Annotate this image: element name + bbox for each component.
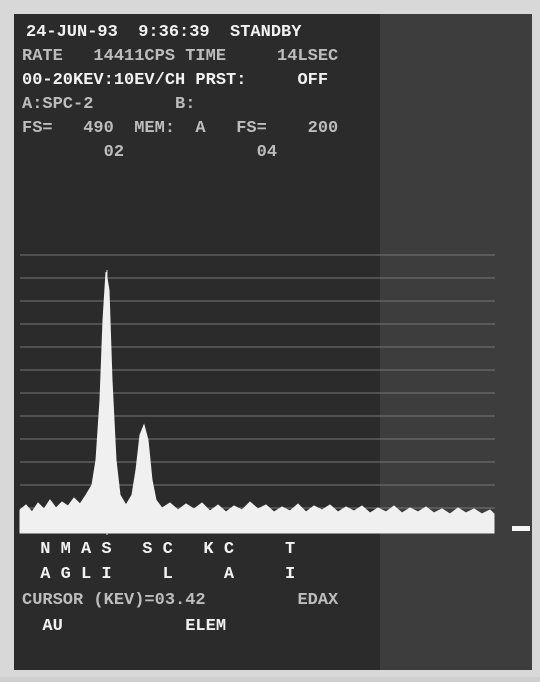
status-line: 24-JUN-93 9:36:39 STANDBY — [26, 23, 302, 42]
element-row-1: N M A S S C K C T — [30, 540, 295, 559]
level-marker — [512, 526, 530, 531]
range-line: 00-20KEV:10EV/CH PRST: OFF — [22, 71, 328, 90]
scale-line: FS= 490 MEM: A FS= 200 — [22, 119, 338, 138]
crt-screen — [14, 14, 532, 670]
spectrum-line: A:SPC-2 B: — [22, 95, 195, 114]
mode-line: AU ELEM — [22, 617, 226, 636]
header-text: 24-JUN-93 9:36:39 STANDBY RATE 14411CPS … — [22, 23, 338, 162]
cursor-readout: CURSOR (KEV)=03.42 EDAX — [22, 591, 339, 610]
glare — [380, 14, 532, 670]
element-row-2: A G L I L A I — [30, 565, 295, 584]
spectrum — [19, 271, 495, 534]
rate-line: RATE 14411CPS TIME 14LSEC — [22, 47, 338, 66]
marker-line: 02 04 — [22, 143, 277, 162]
footer-text: N M A S S C K C T A G L I L A I CURSOR (… — [22, 540, 339, 636]
